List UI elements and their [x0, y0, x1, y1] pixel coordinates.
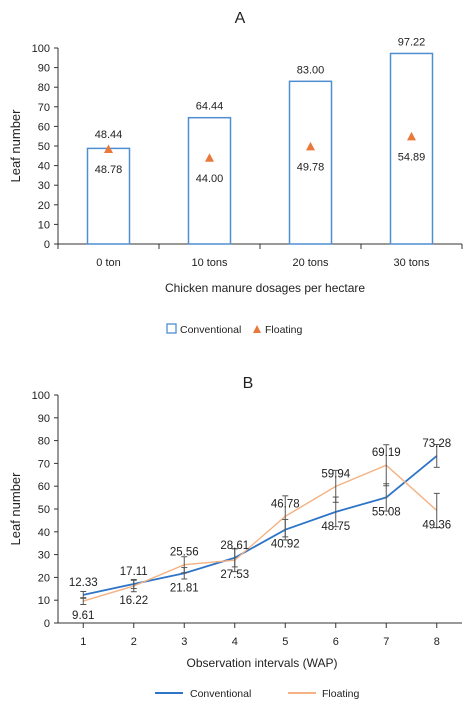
- chart-a-data-label-floating: 54.89: [398, 151, 426, 163]
- chart-b-x-tick-label: 7: [383, 636, 389, 648]
- chart-b-data-label-floating: 9.61: [72, 610, 94, 622]
- chart-b-ylabel: Leaf number: [8, 472, 23, 546]
- chart-a-y-tick-label: 80: [38, 82, 50, 94]
- chart-a-ylabel: Leaf number: [8, 109, 23, 183]
- chart-b-y-tick-label: 100: [32, 390, 50, 402]
- chart-a-x-tick-label: 30 tons: [393, 257, 430, 269]
- chart-a-y-tick-label: 0: [44, 239, 50, 251]
- chart-b-y-tick-label: 70: [38, 458, 50, 470]
- chart-a-marker-floating: [205, 153, 214, 162]
- chart-a-xlabel: Chicken manure dosages per hectare: [165, 281, 365, 295]
- chart-a-y-tick-label: 50: [38, 141, 50, 153]
- chart-a-y-tick-label: 100: [32, 43, 50, 55]
- chart-a-y-tick-label: 40: [38, 161, 50, 173]
- chart-a-data-label-floating: 48.44: [95, 129, 123, 141]
- chart-b-data-label-conventional: 73.28: [422, 438, 451, 450]
- chart-b-data-label-floating: 46.78: [271, 498, 300, 510]
- chart-a-bar-conventional: [187, 116, 232, 245]
- chart-b-y-tick-label: 90: [38, 413, 50, 425]
- chart-a-data-label-conventional: 97.22: [398, 36, 426, 48]
- chart-a-marker-floating: [306, 141, 315, 151]
- chart-b-legend-label-conventional: Conventional: [190, 688, 251, 700]
- chart-a-data-label-conventional: 48.78: [95, 164, 123, 176]
- chart-b-x-tick-label: 4: [232, 636, 238, 648]
- chart-b-x-tick-label: 6: [333, 636, 339, 648]
- chart-b-data-label-conventional: 21.81: [170, 582, 199, 594]
- chart-a-x-tick-label: 0 ton: [96, 257, 120, 269]
- chart-a-data-label-conventional: 83.00: [297, 64, 325, 76]
- chart-b-y-tick-label: 50: [38, 504, 50, 516]
- chart-a-data-label-floating: 49.78: [297, 161, 325, 173]
- chart-b-x-tick-label: 2: [131, 636, 137, 648]
- chart-a-bar-conventional: [86, 147, 131, 245]
- chart-b-data-label-floating: 27.53: [220, 569, 249, 581]
- chart-b-data-label-floating: 16.22: [119, 595, 148, 607]
- chart-a-y-tick-label: 30: [38, 180, 50, 192]
- chart-a-data-label-conventional: 64.44: [196, 101, 224, 113]
- chart-b-y-tick-label: 30: [38, 550, 50, 562]
- chart-b-xlabel: Observation intervals (WAP): [187, 656, 338, 670]
- chart-a-legend-label-floating: Floating: [265, 324, 303, 336]
- chart-b-data-label-conventional: 40.92: [271, 539, 300, 551]
- chart-b-line-floating: [83, 464, 438, 602]
- chart-a-bar-conventional: [288, 80, 333, 245]
- chart-a-y-tick-label: 20: [38, 200, 50, 212]
- chart-b-x-tick-label: 3: [181, 636, 187, 648]
- chart-b-y-tick-label: 10: [38, 595, 50, 607]
- chart-b-data-label-conventional: 17.11: [120, 566, 148, 578]
- chart-b-y-tick-label: 20: [38, 572, 50, 584]
- chart-a-bar-conventional: [389, 52, 434, 245]
- chart-a-y-tick-label: 70: [38, 102, 50, 114]
- chart-a-legend-swatch-conventional: [166, 323, 177, 334]
- chart-b-title: B: [243, 375, 254, 392]
- chart-a-marker-floating: [104, 144, 113, 154]
- chart-b-x-tick-label: 5: [282, 636, 288, 648]
- chart-b-data-label-floating: 25.56: [170, 547, 199, 559]
- chart-b-x-tick-label: 8: [434, 636, 440, 648]
- chart-b-data-label-conventional: 48.75: [321, 521, 350, 533]
- chart-a-y-tick-label: 10: [38, 219, 50, 231]
- chart-b-data-label-floating: 59.94: [321, 468, 350, 480]
- chart-b-legend-label-floating: Floating: [322, 688, 360, 700]
- chart-a-x-tick-label: 20 tons: [292, 257, 329, 269]
- chart-a-legend-label-conventional: Conventional: [180, 324, 241, 336]
- chart-b-data-label-conventional: 28.61: [220, 540, 249, 552]
- chart-b-y-tick-label: 0: [44, 618, 50, 630]
- chart-b-x-tick-label: 1: [80, 636, 86, 648]
- chart-a-legend-swatch-floating: [253, 325, 261, 333]
- chart-a-x-tick-label: 10 tons: [191, 257, 228, 269]
- chart-b-y-tick-label: 60: [38, 481, 50, 493]
- chart-b-data-label-conventional: 55.08: [372, 506, 401, 518]
- chart-a-y-tick-label: 60: [38, 121, 50, 133]
- chart-b-y-tick-label: 40: [38, 527, 50, 539]
- chart-b-data-label-floating: 69.19: [372, 447, 401, 459]
- chart-a-y-tick-label: 90: [38, 63, 50, 75]
- chart-b-data-label-conventional: 12.33: [69, 577, 98, 589]
- chart-b-y-tick-label: 80: [38, 436, 50, 448]
- chart-b-data-label-floating: 49.36: [422, 519, 451, 531]
- chart-a-title: A: [235, 10, 246, 27]
- chart-a-marker-floating: [407, 131, 416, 141]
- chart-a-data-label-floating: 44.00: [196, 173, 224, 185]
